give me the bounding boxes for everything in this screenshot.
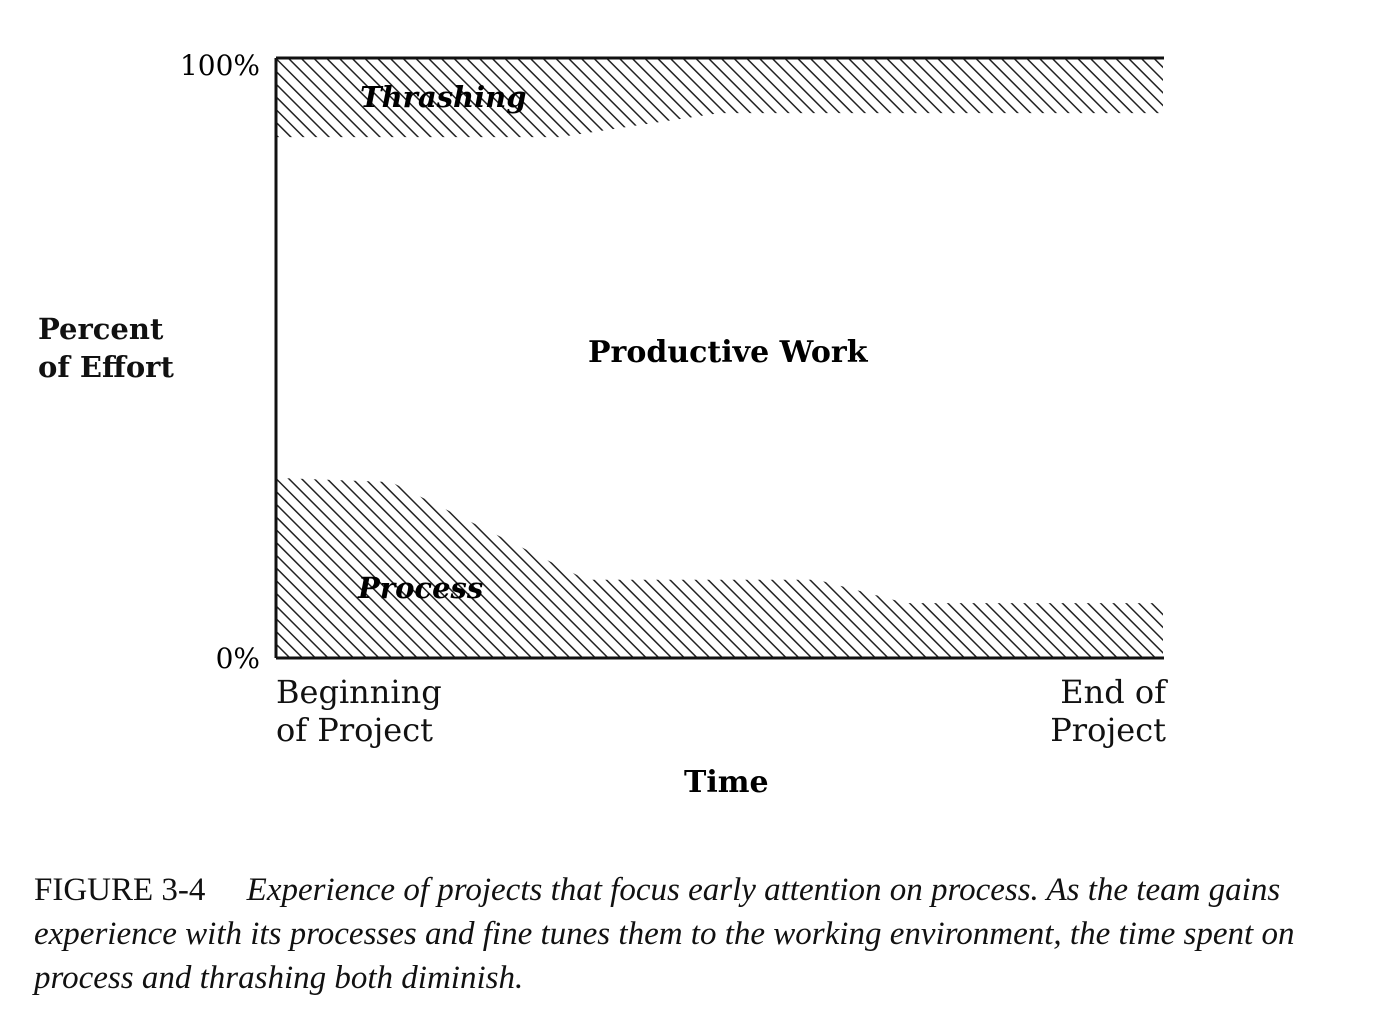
x-tick-begin: Beginning of Project: [276, 673, 442, 749]
series-label-thrashing: Thrashing: [360, 80, 527, 114]
x-axis-title: Time: [684, 765, 769, 800]
y-axis-title: Percent of Effort: [38, 310, 174, 386]
y-tick-100: 100%: [180, 49, 260, 82]
x-tick-begin-line2: of Project: [276, 711, 434, 749]
area-chart: 100% 0% Thrashing Productive Work Proces…: [180, 49, 1164, 800]
area-thrashing: [276, 58, 1163, 138]
figure-caption: FIGURE 3-4 Experience of projects that f…: [34, 868, 1354, 1000]
series-label-productive: Productive Work: [588, 335, 869, 370]
area-process: [276, 477, 1163, 657]
y-axis-title-line2: of Effort: [38, 350, 174, 384]
caption-text: Experience of projects that focus early …: [34, 872, 1295, 996]
x-tick-end-line1: End of: [1060, 673, 1166, 711]
x-tick-begin-line1: Beginning: [276, 673, 442, 711]
y-axis-title-line1: Percent: [38, 312, 164, 346]
x-tick-end: End of Project: [1040, 673, 1166, 749]
series-label-process: Process: [357, 571, 483, 605]
figure-number: FIGURE 3-4: [34, 872, 206, 908]
y-tick-0: 0%: [216, 642, 260, 675]
x-tick-end-line2: Project: [1050, 711, 1166, 749]
